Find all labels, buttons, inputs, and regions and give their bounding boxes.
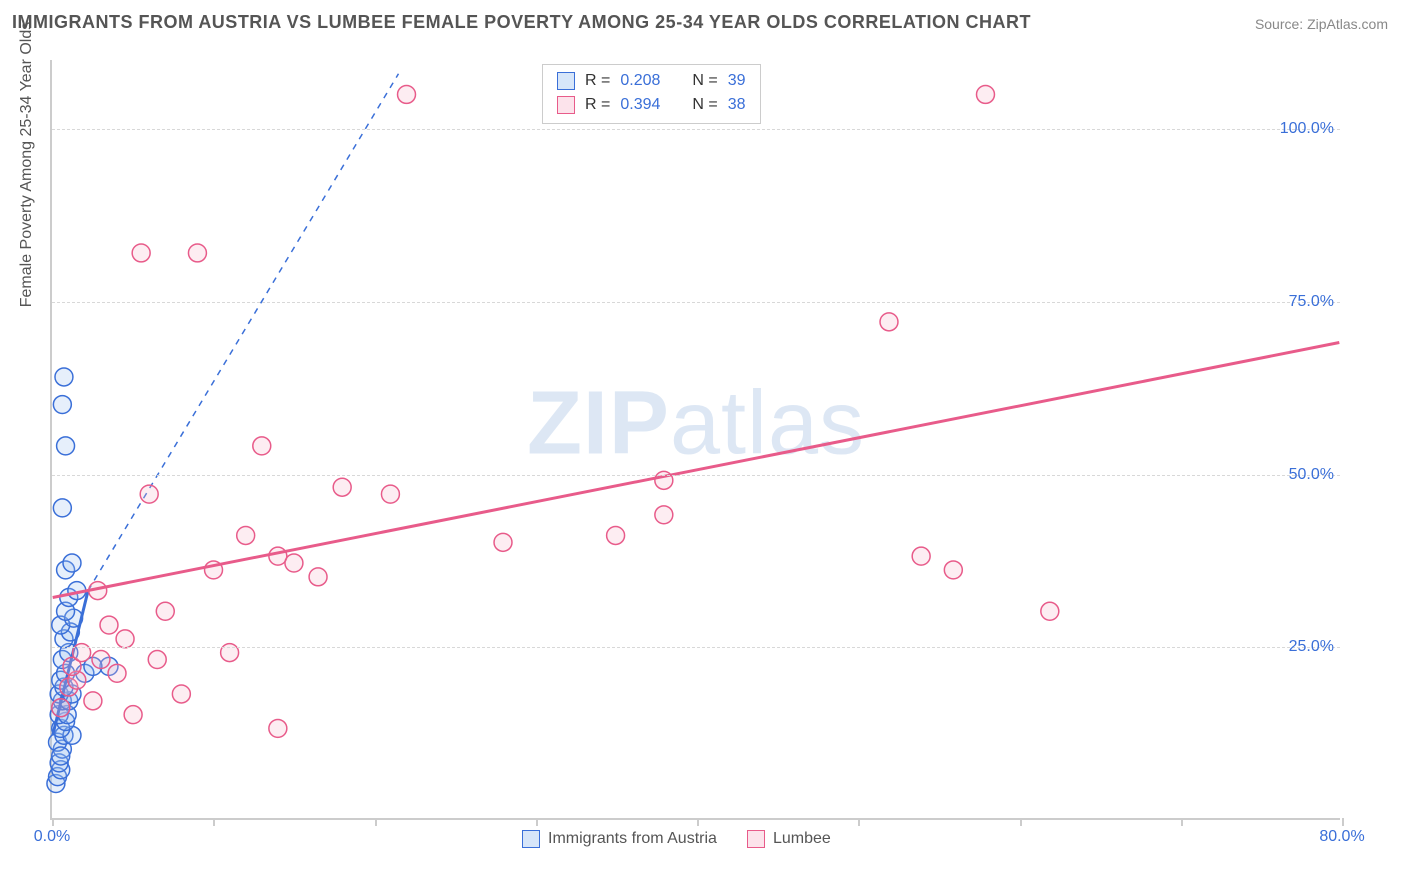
data-point — [333, 478, 351, 496]
trend-line — [53, 343, 1340, 598]
legend-row: R = 0.208 N = 39 — [557, 69, 746, 93]
data-point — [880, 313, 898, 331]
x-tick-label: 0.0% — [34, 828, 70, 846]
y-tick-label: 75.0% — [1289, 293, 1334, 311]
legend-item: Immigrants from Austria — [522, 830, 717, 848]
y-tick-label: 50.0% — [1289, 466, 1334, 484]
chart-svg — [52, 60, 1340, 818]
data-point — [172, 685, 190, 703]
legend-r-label: R = — [585, 93, 610, 117]
x-tick — [697, 818, 699, 826]
y-tick-label: 25.0% — [1289, 638, 1334, 656]
legend-n-label: N = — [692, 93, 717, 117]
source-name: ZipAtlas.com — [1307, 16, 1388, 32]
data-point — [607, 526, 625, 544]
data-point — [253, 437, 271, 455]
data-point — [156, 602, 174, 620]
legend-swatch — [747, 830, 765, 848]
data-point — [92, 651, 110, 669]
data-point — [108, 664, 126, 682]
legend-row: R = 0.394 N = 38 — [557, 93, 746, 117]
legend-label: Immigrants from Austria — [548, 830, 717, 848]
data-point — [55, 368, 73, 386]
data-point — [269, 719, 287, 737]
data-point — [188, 244, 206, 262]
data-point — [285, 554, 303, 572]
data-point — [1041, 602, 1059, 620]
legend-n-value: 39 — [728, 69, 746, 93]
gridline — [52, 475, 1340, 476]
legend-r-label: R = — [585, 69, 610, 93]
data-point — [132, 244, 150, 262]
legend-bottom: Immigrants from Austria Lumbee — [522, 830, 831, 848]
data-point — [52, 747, 70, 765]
x-tick — [1342, 818, 1344, 826]
data-point — [977, 85, 995, 103]
data-point — [944, 561, 962, 579]
legend-n-value: 38 — [728, 93, 746, 117]
data-point — [53, 499, 71, 517]
x-tick — [1181, 818, 1183, 826]
data-point — [100, 616, 118, 634]
trend-line-dashed — [88, 74, 398, 591]
y-axis-title: Female Poverty Among 25-34 Year Olds — [18, 22, 36, 308]
legend-label: Lumbee — [773, 830, 831, 848]
plot-area: ZIPatlas R =0.208N =39R =0.394N =38 Immi… — [50, 60, 1340, 820]
data-point — [52, 699, 70, 717]
gridline — [52, 302, 1340, 303]
chart-title: IMMIGRANTS FROM AUSTRIA VS LUMBEE FEMALE… — [12, 12, 1031, 33]
legend-n-label: N = — [692, 69, 717, 93]
data-point — [140, 485, 158, 503]
x-tick-label: 80.0% — [1319, 828, 1364, 846]
legend-r-value: 0.394 — [620, 93, 660, 117]
legend-top: R = 0.208 N = 39 R = 0.394 N = 38 — [542, 64, 761, 124]
x-tick — [52, 818, 54, 826]
data-point — [84, 692, 102, 710]
data-point — [381, 485, 399, 503]
x-tick — [375, 818, 377, 826]
x-tick — [213, 818, 215, 826]
data-point — [53, 396, 71, 414]
y-tick-label: 100.0% — [1280, 120, 1334, 138]
legend-r-value: 0.208 — [620, 69, 660, 93]
data-point — [494, 533, 512, 551]
source-prefix: Source: — [1255, 16, 1307, 32]
legend-swatch — [557, 96, 575, 114]
x-tick — [536, 818, 538, 826]
data-point — [655, 506, 673, 524]
x-tick — [1020, 818, 1022, 826]
chart-container: IMMIGRANTS FROM AUSTRIA VS LUMBEE FEMALE… — [0, 0, 1406, 892]
data-point — [124, 706, 142, 724]
data-point — [63, 554, 81, 572]
data-point — [309, 568, 327, 586]
data-point — [912, 547, 930, 565]
legend-swatch — [557, 72, 575, 90]
data-point — [148, 651, 166, 669]
data-point — [237, 526, 255, 544]
data-point — [269, 547, 287, 565]
legend-swatch — [522, 830, 540, 848]
x-tick — [858, 818, 860, 826]
gridline — [52, 129, 1340, 130]
legend-item: Lumbee — [747, 830, 831, 848]
data-point — [57, 437, 75, 455]
gridline — [52, 647, 1340, 648]
data-point — [398, 85, 416, 103]
source-attribution: Source: ZipAtlas.com — [1255, 16, 1388, 32]
data-point — [116, 630, 134, 648]
